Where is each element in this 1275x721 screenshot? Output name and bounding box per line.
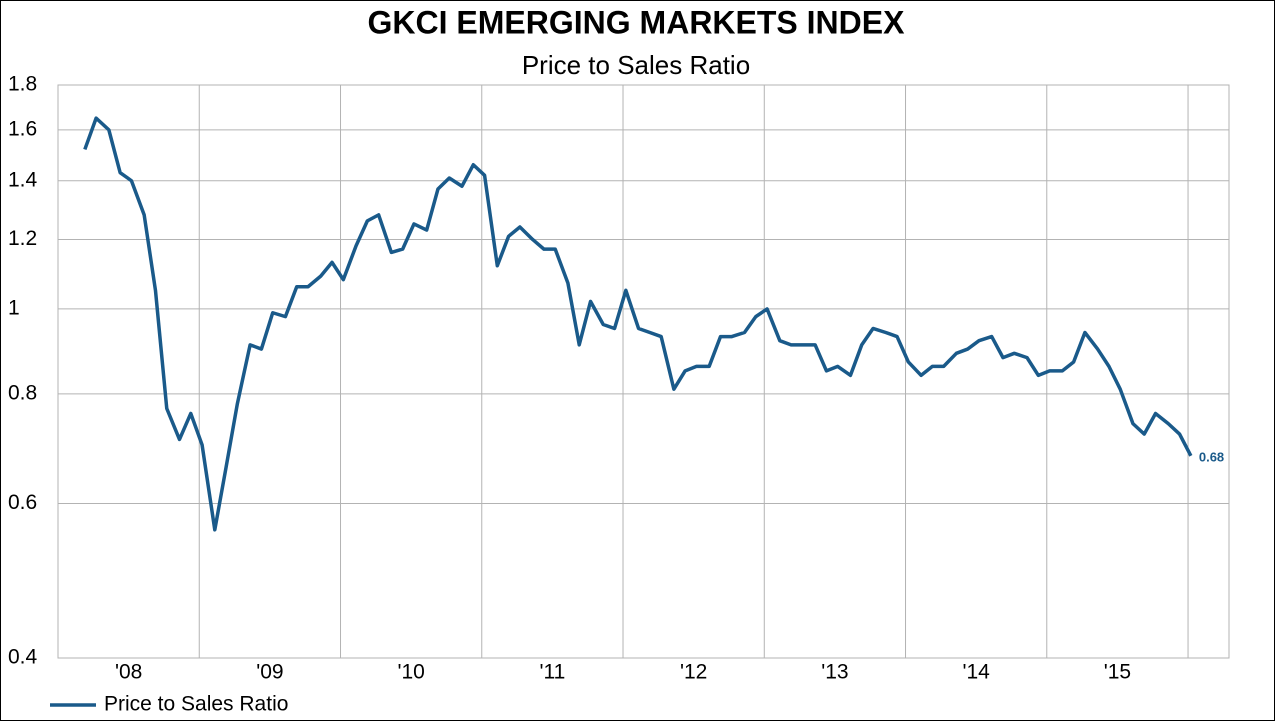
plot-area	[57, 84, 1230, 659]
x-tick-label: '10	[397, 661, 424, 684]
x-tick-label: '09	[256, 661, 283, 684]
x-tick-label: '14	[962, 661, 990, 684]
x-tick-label: '08	[115, 661, 142, 684]
data-label: 0.68	[1199, 449, 1224, 464]
x-tick-label: '13	[821, 661, 848, 684]
y-tick-label: 1.2	[8, 227, 37, 250]
x-tick-label: '12	[680, 661, 707, 684]
chart-title: GKCI EMERGING MARKETS INDEX	[368, 4, 906, 40]
line-series	[83, 116, 1193, 532]
y-tick-label: 1	[8, 296, 20, 319]
y-tick-label: 0.4	[8, 646, 38, 669]
chart-subtitle: Price to Sales Ratio	[522, 50, 750, 80]
x-tick-label: '15	[1104, 661, 1131, 684]
y-tick-label: 0.8	[8, 381, 37, 404]
y-tick-label: 1.4	[8, 168, 38, 191]
y-tick-label: 1.8	[8, 73, 37, 96]
y-tick-label: 1.6	[8, 117, 37, 140]
y-tick-label: 0.6	[8, 491, 37, 514]
legend-label: Price to Sales Ratio	[104, 693, 288, 716]
x-tick-label: '11	[539, 661, 565, 684]
